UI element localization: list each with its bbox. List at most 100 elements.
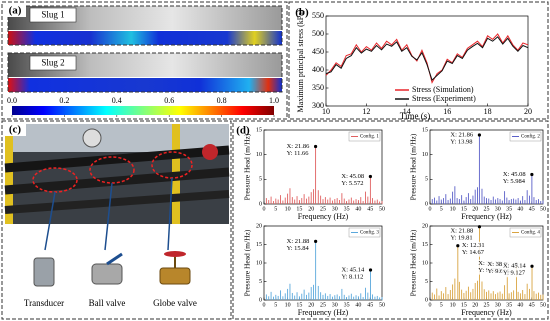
x-tick-label: 5 — [440, 206, 443, 212]
data-tip-box — [502, 262, 530, 278]
legend-label: Stress (Simulation) — [412, 85, 474, 94]
y-axis-label: Pressure Head (m/Hz) — [409, 229, 418, 296]
gauge — [82, 128, 102, 148]
x-tick-label: 50 — [540, 206, 546, 212]
component-label: Transducer — [24, 298, 64, 308]
panel-label-box — [4, 123, 26, 136]
x-tick-label: 45 — [529, 302, 535, 308]
x-tick-label: 40 — [517, 302, 523, 308]
y-tick-label: 0 — [259, 201, 262, 207]
x-tick-label: 35 — [506, 206, 512, 212]
data-tip-label: Y: 11.66 — [287, 150, 310, 157]
data-tip-point — [368, 268, 373, 272]
colorbar-tick-label: 0.6 — [164, 96, 174, 105]
x-tick-label: 5 — [274, 302, 277, 308]
data-tip-label: Y: 9.655 — [488, 268, 510, 275]
data-tip-box — [449, 227, 477, 242]
legend-label: Config. 2 — [521, 135, 540, 140]
component-label: Globe valve — [153, 298, 197, 308]
y-tick-label: 0 — [259, 297, 262, 303]
x-tick-label: 50 — [540, 302, 546, 308]
data-tip-label: Y: 13.98 — [450, 139, 472, 146]
x-tick-label: 16 — [443, 107, 451, 116]
y-axis-label: Maximum principal stress (kPa) — [296, 9, 305, 112]
x-tick-label: 35 — [344, 206, 350, 212]
data-tip-label: X: 21.86 — [450, 132, 474, 139]
x-tick-label: 10 — [450, 206, 456, 212]
data-tip-point — [530, 172, 534, 177]
x-axis-label: Frequency (Hz) — [298, 212, 349, 221]
legend-label: Config. 4 — [521, 231, 540, 236]
data-tip-label: Y: 14.67 — [462, 249, 485, 256]
data-tip-label: X: 45.08 — [341, 173, 364, 180]
colorbar — [12, 106, 274, 115]
globe-valve-icon — [159, 267, 191, 285]
y-tick-label: 0 — [425, 201, 428, 207]
ball-valve-icon — [91, 263, 123, 285]
x-tick-label: 50 — [379, 206, 385, 212]
x-tick-label: 40 — [355, 206, 361, 212]
ball-valve-icon — [106, 252, 123, 266]
plot-area — [429, 129, 544, 205]
x-tick-label: 20 — [524, 107, 532, 116]
x-tick-label: 20 — [308, 302, 314, 308]
panel-frame — [1, 1, 288, 120]
x-tick-label: 25 — [320, 206, 326, 212]
x-tick-label: 25 — [320, 302, 326, 308]
panel-frame — [1, 120, 232, 320]
panel-frame — [232, 120, 549, 320]
y-tick-label: 350 — [312, 83, 324, 92]
component-label: Ball valve — [89, 298, 126, 308]
x-tick-label: 20 — [472, 302, 478, 308]
x-tick-label: 40 — [355, 302, 361, 308]
x-axis-label: Frequency (Hz) — [461, 212, 512, 221]
legend-label: Stress (Experiment) — [412, 94, 476, 103]
data-tip-point — [313, 144, 318, 149]
data-tip-label: X: 45.08 — [503, 171, 526, 178]
x-tick-label: 10 — [285, 206, 291, 212]
data-tip-point — [314, 239, 318, 243]
x-tick-label: 0 — [429, 302, 432, 308]
y-tick-label: 15 — [422, 127, 428, 133]
data-tip-point — [477, 225, 482, 229]
colorbar-tick-label: 0.8 — [217, 96, 227, 105]
arrow — [44, 177, 173, 251]
plot-area — [263, 129, 383, 205]
x-tick-label: 0 — [263, 206, 266, 212]
colorbar-tick-label: 1.0 — [269, 96, 279, 105]
y-tick-label: 400 — [312, 65, 324, 74]
y-tick-label: 5 — [259, 279, 262, 285]
y-tick-label: 0 — [425, 297, 428, 303]
data-tip-label: X: 38.3 — [488, 261, 508, 268]
stress-line — [325, 33, 529, 84]
y-tick-label: 5 — [259, 177, 262, 183]
panel-label: (c) — [9, 124, 22, 136]
panel-label: (d) — [236, 125, 250, 137]
data-tip-box — [449, 131, 477, 147]
x-tick-label: 30 — [495, 206, 501, 212]
x-tick-label: 35 — [506, 302, 512, 308]
x-tick-label: 45 — [367, 302, 373, 308]
y-tick-label: 15 — [256, 127, 262, 133]
x-tick-label: 30 — [332, 302, 338, 308]
pipe — [4, 167, 230, 195]
x-tick-label: 20 — [472, 206, 478, 212]
data-tip-label: X: 45.14 — [503, 263, 526, 270]
x-tick-label: 30 — [495, 302, 501, 308]
y-axis-label: Pressure Head (m/Hz) — [409, 133, 418, 200]
x-tick-label: 50 — [379, 302, 385, 308]
x-tick-label: 0 — [429, 206, 432, 212]
data-tip-box — [460, 241, 488, 257]
slug-box — [7, 5, 283, 46]
y-axis-label: Pressure Head (m/Hz) — [243, 229, 252, 296]
x-tick-label: 15 — [296, 206, 302, 212]
plot-area — [263, 225, 383, 301]
y-tick-label: 15 — [422, 242, 428, 248]
panel-label: (a) — [9, 5, 22, 17]
data-tip-box — [285, 142, 313, 158]
slug-label-box — [29, 55, 77, 71]
x-tick-label: 12 — [362, 107, 370, 116]
x-tick-label: 40 — [517, 206, 523, 212]
y-tick-label: 20 — [256, 223, 262, 229]
